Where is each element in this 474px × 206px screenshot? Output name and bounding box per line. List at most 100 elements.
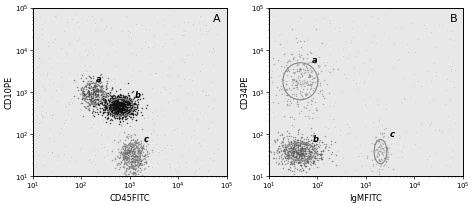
Point — [294, 151, 301, 154]
Point — [85, 81, 93, 85]
Point — [103, 101, 110, 105]
Point — [102, 86, 110, 89]
Point — [93, 131, 101, 135]
Point — [39, 163, 47, 167]
Point — [303, 157, 310, 160]
Point — [101, 102, 109, 105]
Point — [294, 162, 302, 165]
Point — [190, 129, 198, 132]
Point — [99, 94, 106, 97]
Point — [150, 123, 157, 126]
Point — [97, 101, 104, 105]
Point — [105, 107, 113, 111]
Point — [305, 138, 312, 141]
Point — [296, 56, 303, 60]
Point — [377, 148, 384, 151]
Point — [288, 155, 295, 158]
Point — [129, 146, 137, 149]
Point — [113, 110, 121, 114]
Point — [349, 36, 357, 39]
Point — [119, 103, 127, 106]
Point — [441, 103, 448, 107]
Point — [306, 109, 313, 112]
Point — [290, 148, 298, 151]
Point — [89, 79, 96, 83]
Point — [171, 41, 178, 45]
Point — [117, 101, 125, 105]
Point — [376, 160, 384, 163]
Point — [119, 109, 127, 112]
Point — [304, 123, 312, 126]
Point — [123, 122, 131, 125]
Point — [296, 158, 304, 161]
Point — [309, 70, 316, 74]
Point — [128, 133, 135, 137]
Point — [127, 138, 135, 142]
Point — [117, 110, 125, 113]
Point — [123, 110, 131, 113]
Point — [113, 98, 120, 102]
Point — [288, 145, 296, 148]
Point — [276, 74, 284, 77]
Point — [361, 80, 368, 83]
Point — [122, 151, 129, 154]
Point — [313, 158, 321, 162]
Point — [308, 142, 315, 145]
Point — [302, 162, 310, 165]
Point — [118, 153, 126, 156]
Point — [124, 117, 131, 120]
Point — [109, 100, 117, 103]
Point — [129, 159, 137, 162]
Point — [299, 169, 307, 172]
Point — [120, 131, 128, 134]
Point — [111, 106, 118, 109]
Point — [297, 68, 304, 71]
Point — [126, 150, 133, 154]
Point — [109, 103, 116, 107]
Point — [283, 94, 291, 97]
Point — [117, 102, 124, 105]
Point — [306, 146, 313, 149]
Point — [410, 73, 418, 76]
Point — [102, 82, 110, 85]
Point — [306, 156, 313, 159]
Point — [80, 105, 88, 108]
Point — [296, 149, 304, 152]
Point — [101, 99, 109, 102]
Point — [94, 113, 102, 116]
Point — [130, 178, 138, 182]
Point — [299, 153, 307, 156]
Point — [302, 171, 310, 174]
Point — [287, 146, 295, 150]
Point — [197, 70, 204, 74]
Point — [307, 153, 314, 156]
Point — [375, 168, 383, 171]
Point — [122, 106, 130, 109]
Point — [122, 170, 129, 173]
Point — [126, 35, 133, 38]
Point — [94, 170, 101, 173]
Point — [308, 117, 316, 120]
Point — [288, 153, 295, 156]
Point — [118, 107, 125, 111]
Point — [131, 172, 138, 175]
Point — [295, 144, 303, 147]
Point — [141, 138, 149, 141]
Point — [273, 160, 280, 164]
Point — [112, 112, 120, 116]
Point — [295, 153, 302, 156]
Point — [303, 160, 310, 163]
Point — [375, 117, 383, 120]
Point — [294, 77, 302, 80]
Point — [115, 107, 123, 110]
Point — [311, 154, 319, 158]
Point — [290, 147, 297, 151]
Point — [114, 107, 122, 110]
Point — [114, 102, 121, 105]
Point — [95, 90, 102, 93]
Point — [119, 95, 127, 98]
Point — [273, 157, 280, 160]
Point — [118, 111, 126, 115]
Point — [282, 64, 290, 67]
Point — [301, 71, 309, 74]
